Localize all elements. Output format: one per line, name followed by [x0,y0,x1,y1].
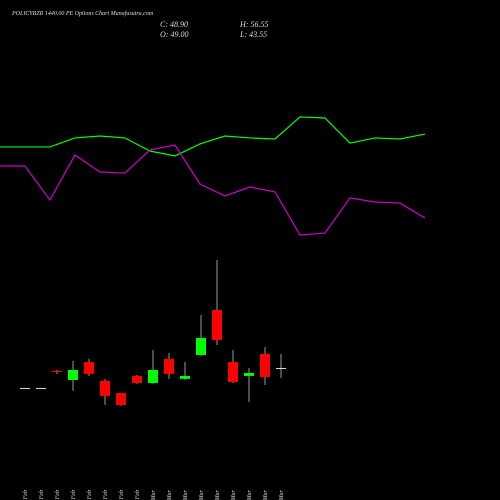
x-tick-label: 24 Feb [86,490,93,500]
candle-body [180,375,190,379]
candle-body [148,370,158,383]
indicator-line [0,144,426,236]
x-tick-label: 20 Feb [55,490,61,500]
open-label: O: 49.00 [160,30,188,39]
x-tick-label: 09 Mar [215,489,221,500]
x-tick-label: 27 Feb [135,490,141,500]
candle-body [116,392,126,405]
candle-body [84,362,94,374]
candle-body [164,358,174,374]
x-tick-label: 05 Mar [183,489,189,500]
candle-body [212,310,222,340]
x-tick-label: 04 Mar [166,489,173,500]
x-tick-label: 10 Mar [231,489,237,500]
x-tick-label: 03 Mar [151,489,157,500]
candle-body [36,387,46,389]
x-tick-label: 26 Feb [119,490,125,500]
chart-title: POLICYBZR 1440.00 PE Options Chart Munaf… [11,10,154,17]
indicator-line [0,116,426,157]
x-tick-label: 25 Feb [103,490,109,500]
x-tick-label: 09 Feb [23,490,29,500]
x-tick-label: 13 Mar [279,489,285,500]
candle-body [52,370,62,373]
candle-body [244,372,254,376]
candle-body [228,362,238,383]
candle-body [100,380,110,396]
candle-body [68,370,78,380]
x-tick-label: 12 Mar [263,489,269,500]
close-label: C: 48.90 [160,20,188,29]
x-tick-label: 21 Feb [71,490,77,500]
high-label: H: 56.55 [239,20,268,29]
candle-body [260,353,270,378]
low-label: L: 43.55 [239,30,267,39]
candle-body [20,387,30,389]
x-tick-label: 11 Mar [247,489,253,500]
x-tick-label: 11 Feb [39,490,45,500]
candle-body [196,337,206,355]
candle-body [132,375,142,383]
candle-body [276,367,286,369]
x-tick-label: 06 Mar [199,489,205,500]
